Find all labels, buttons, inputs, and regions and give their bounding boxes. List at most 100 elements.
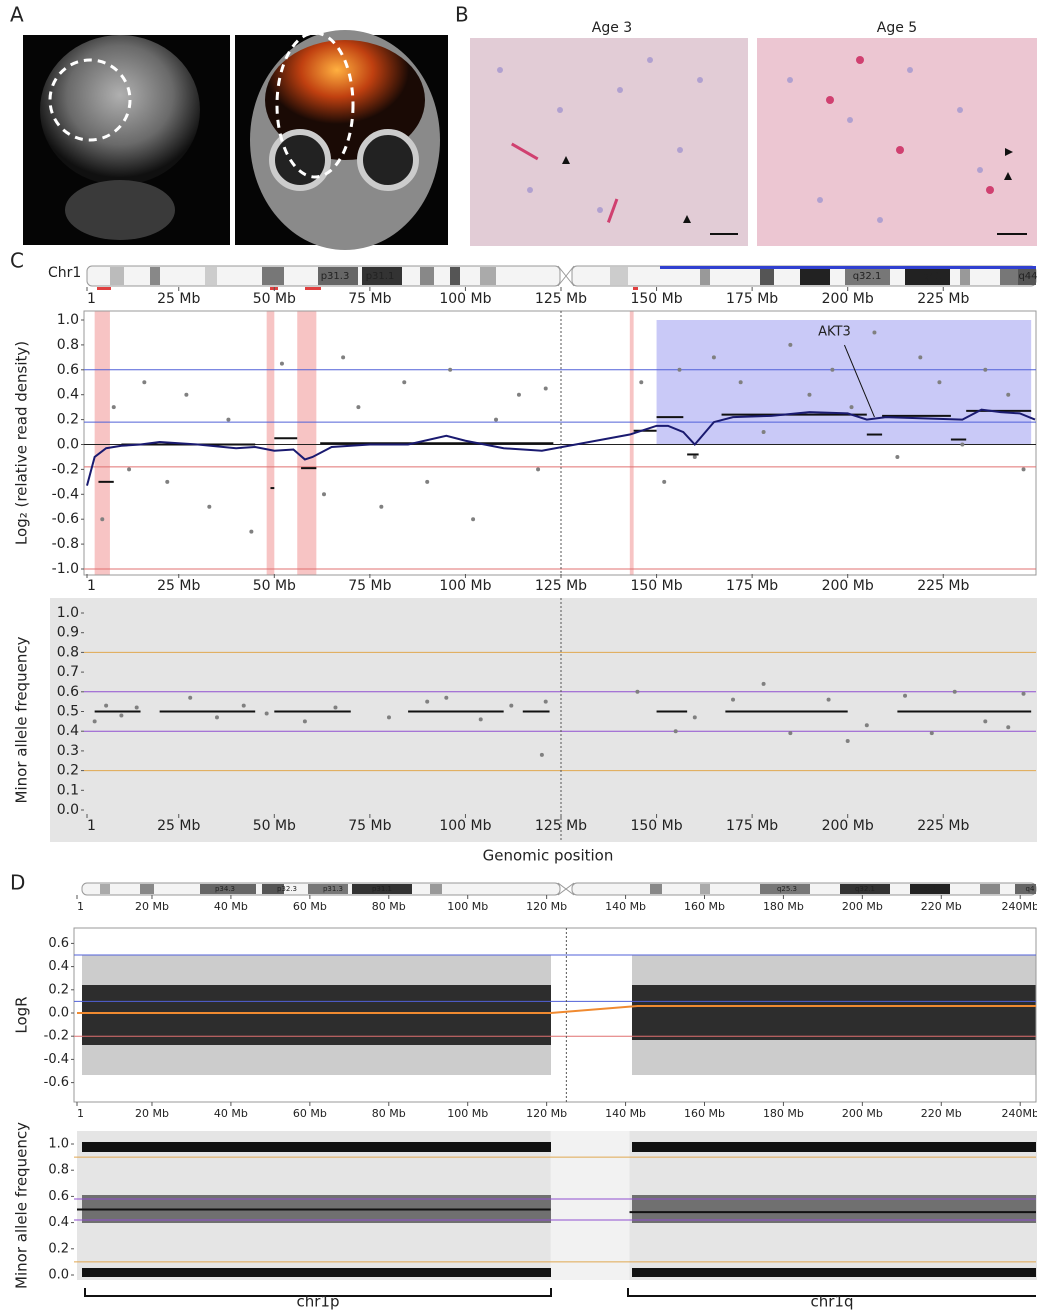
- data-point: [494, 418, 498, 422]
- data-point: [635, 690, 639, 694]
- data-point: [788, 731, 792, 735]
- region: [297, 311, 316, 575]
- band-label: p31.3: [321, 271, 350, 282]
- data-point: [379, 505, 383, 509]
- data-point: [536, 467, 540, 471]
- band: [960, 267, 970, 285]
- x-tick-label: 75 Mb: [348, 578, 391, 594]
- y-tick-label: -0.6: [52, 511, 79, 527]
- data-point: [639, 380, 643, 384]
- data-point: [827, 698, 831, 702]
- x-tick-label: 25 Mb: [157, 818, 200, 834]
- x-tick-label: 50 Mb: [253, 578, 296, 594]
- x-tick-label: 140 Mb: [605, 1107, 646, 1120]
- data-point: [303, 719, 307, 723]
- x-tick-label: 125 Mb: [535, 818, 587, 834]
- region: [95, 311, 110, 575]
- data-point: [865, 723, 869, 727]
- x-tick-label: 150 Mb: [630, 818, 682, 834]
- panel-label: D: [10, 871, 25, 895]
- band: [140, 884, 154, 894]
- data-point: [333, 706, 337, 710]
- data-point: [509, 704, 513, 708]
- panel-label: C: [10, 249, 24, 273]
- data-point: [249, 530, 253, 534]
- orbit: [360, 132, 416, 188]
- x-tick-label: 160 Mb: [684, 900, 725, 913]
- band: [480, 267, 496, 285]
- band: [110, 267, 124, 285]
- skull-base: [65, 180, 175, 240]
- band: [262, 267, 284, 285]
- data-point: [142, 380, 146, 384]
- band-label: q32.1: [853, 271, 882, 282]
- band-label: q25.3: [777, 885, 797, 893]
- y-tick-label: 0.4: [48, 1215, 69, 1230]
- x-tick-label: 240Mb: [1001, 1107, 1037, 1120]
- y-tick-label: 0.0: [57, 437, 79, 453]
- y-axis-title: Minor allele frequency: [13, 636, 31, 803]
- data-point: [830, 368, 834, 372]
- data-point: [918, 355, 922, 359]
- plot-background: [50, 598, 1037, 842]
- arm-label: chr1q: [811, 1293, 854, 1311]
- region: [267, 311, 275, 575]
- data-point: [119, 713, 123, 717]
- y-tick-label: -1.0: [52, 561, 79, 577]
- data-point: [678, 368, 682, 372]
- x-tick-label: 100 Mb: [447, 1107, 488, 1120]
- y-tick-label: 0.1: [57, 782, 79, 798]
- data-point: [544, 386, 548, 390]
- y-tick-label: 0.0: [48, 1268, 69, 1283]
- image-title: Age 3: [592, 20, 632, 36]
- x-tick-label: 100 Mb: [439, 578, 491, 594]
- data-point: [104, 704, 108, 708]
- region: [551, 1131, 630, 1280]
- x-tick-label: 160 Mb: [684, 1107, 725, 1120]
- data-point: [1006, 725, 1010, 729]
- histology-image: [470, 38, 748, 246]
- annotation: AKT3: [818, 325, 851, 340]
- panel-label: A: [10, 3, 24, 27]
- data-point: [188, 696, 192, 700]
- data-point: [846, 739, 850, 743]
- data-point: [895, 455, 899, 459]
- band: [610, 267, 628, 285]
- band-label: p32.3: [277, 885, 297, 893]
- x-tick-label: 225 Mb: [917, 578, 969, 594]
- y-tick-label: -0.8: [52, 536, 79, 552]
- band: [205, 267, 217, 285]
- y-tick-label: 0.6: [57, 684, 79, 700]
- y-tick-label: 0.6: [48, 936, 69, 951]
- x-tick-label: 1: [77, 1107, 84, 1120]
- band: [800, 267, 830, 285]
- y-tick-label: 0.2: [48, 982, 69, 997]
- x-tick-label: 200 Mb: [822, 291, 874, 307]
- y-tick-label: 1.0: [48, 1137, 69, 1152]
- x-tick-label: 40 Mb: [214, 900, 248, 913]
- x-tick-label: 25 Mb: [157, 291, 200, 307]
- y-tick-label: 0.5: [57, 704, 79, 720]
- data-point: [479, 717, 483, 721]
- x-tick-label: 220 Mb: [921, 1107, 962, 1120]
- data-point: [762, 682, 766, 686]
- x-tick-label: 1: [87, 818, 96, 834]
- data-point: [872, 330, 876, 334]
- highlight-bar: [660, 266, 1036, 269]
- y-tick-label: 0.2: [57, 763, 79, 779]
- data-point: [983, 368, 987, 372]
- data-point: [93, 719, 97, 723]
- region: [630, 311, 634, 575]
- y-tick-label: -0.4: [44, 1052, 69, 1067]
- x-tick-label: 50 Mb: [253, 818, 296, 834]
- y-tick-label: 0.9: [57, 625, 79, 641]
- band: [450, 267, 460, 285]
- y-tick-label: 0.2: [48, 1241, 69, 1256]
- x-tick-label: 50 Mb: [253, 291, 296, 307]
- band: [700, 267, 710, 285]
- x-tick-label: 100 Mb: [439, 818, 491, 834]
- band-label: p31.3: [323, 885, 343, 893]
- data-point: [693, 715, 697, 719]
- x-axis-title: Genomic position: [483, 847, 614, 865]
- x-tick-label: 75 Mb: [348, 291, 391, 307]
